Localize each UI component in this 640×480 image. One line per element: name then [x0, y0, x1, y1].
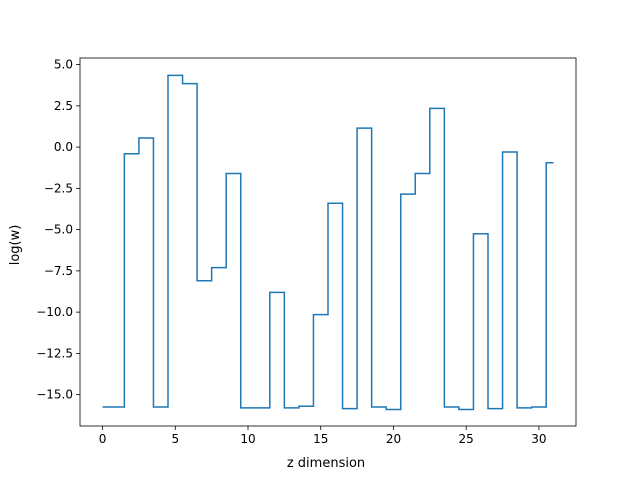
x-tick-label: 25 [459, 432, 474, 446]
y-tick-label: −15.0 [36, 388, 73, 402]
x-tick-label: 15 [313, 432, 328, 446]
x-tick-label: 5 [171, 432, 179, 446]
x-tick-label: 20 [386, 432, 401, 446]
y-tick-label: −12.5 [36, 346, 73, 360]
x-axis-label: z dimension [287, 456, 365, 471]
x-tick-label: 10 [240, 432, 255, 446]
y-tick-label: 5.0 [54, 58, 73, 72]
y-tick-label: −5.0 [44, 223, 73, 237]
y-tick-label: 2.5 [54, 99, 73, 113]
x-tick-label: 0 [99, 432, 107, 446]
y-axis-label: log(w) [8, 225, 23, 266]
x-tick-label: 30 [531, 432, 546, 446]
y-tick-label: −2.5 [44, 181, 73, 195]
y-tick-label: 0.0 [54, 140, 73, 154]
y-tick-label: −7.5 [44, 264, 73, 278]
y-tick-label: −10.0 [36, 305, 73, 319]
